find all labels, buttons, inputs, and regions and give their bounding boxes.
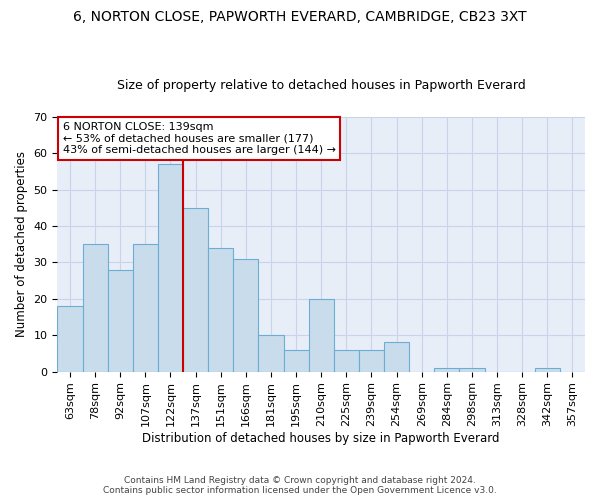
- Text: Contains HM Land Registry data © Crown copyright and database right 2024.
Contai: Contains HM Land Registry data © Crown c…: [103, 476, 497, 495]
- Y-axis label: Number of detached properties: Number of detached properties: [15, 151, 28, 337]
- Bar: [284, 350, 308, 372]
- Bar: [334, 350, 359, 372]
- Bar: [384, 342, 409, 372]
- Text: 6 NORTON CLOSE: 139sqm
← 53% of detached houses are smaller (177)
43% of semi-de: 6 NORTON CLOSE: 139sqm ← 53% of detached…: [62, 122, 335, 155]
- Bar: [208, 248, 233, 372]
- Bar: [133, 244, 158, 372]
- Bar: [233, 258, 259, 372]
- Bar: [58, 306, 83, 372]
- Bar: [107, 270, 133, 372]
- Title: Size of property relative to detached houses in Papworth Everard: Size of property relative to detached ho…: [117, 79, 526, 92]
- Bar: [308, 299, 334, 372]
- Bar: [359, 350, 384, 372]
- Bar: [535, 368, 560, 372]
- Text: 6, NORTON CLOSE, PAPWORTH EVERARD, CAMBRIDGE, CB23 3XT: 6, NORTON CLOSE, PAPWORTH EVERARD, CAMBR…: [73, 10, 527, 24]
- Bar: [259, 335, 284, 372]
- Bar: [460, 368, 485, 372]
- X-axis label: Distribution of detached houses by size in Papworth Everard: Distribution of detached houses by size …: [142, 432, 500, 445]
- Bar: [434, 368, 460, 372]
- Bar: [83, 244, 107, 372]
- Bar: [158, 164, 183, 372]
- Bar: [183, 208, 208, 372]
